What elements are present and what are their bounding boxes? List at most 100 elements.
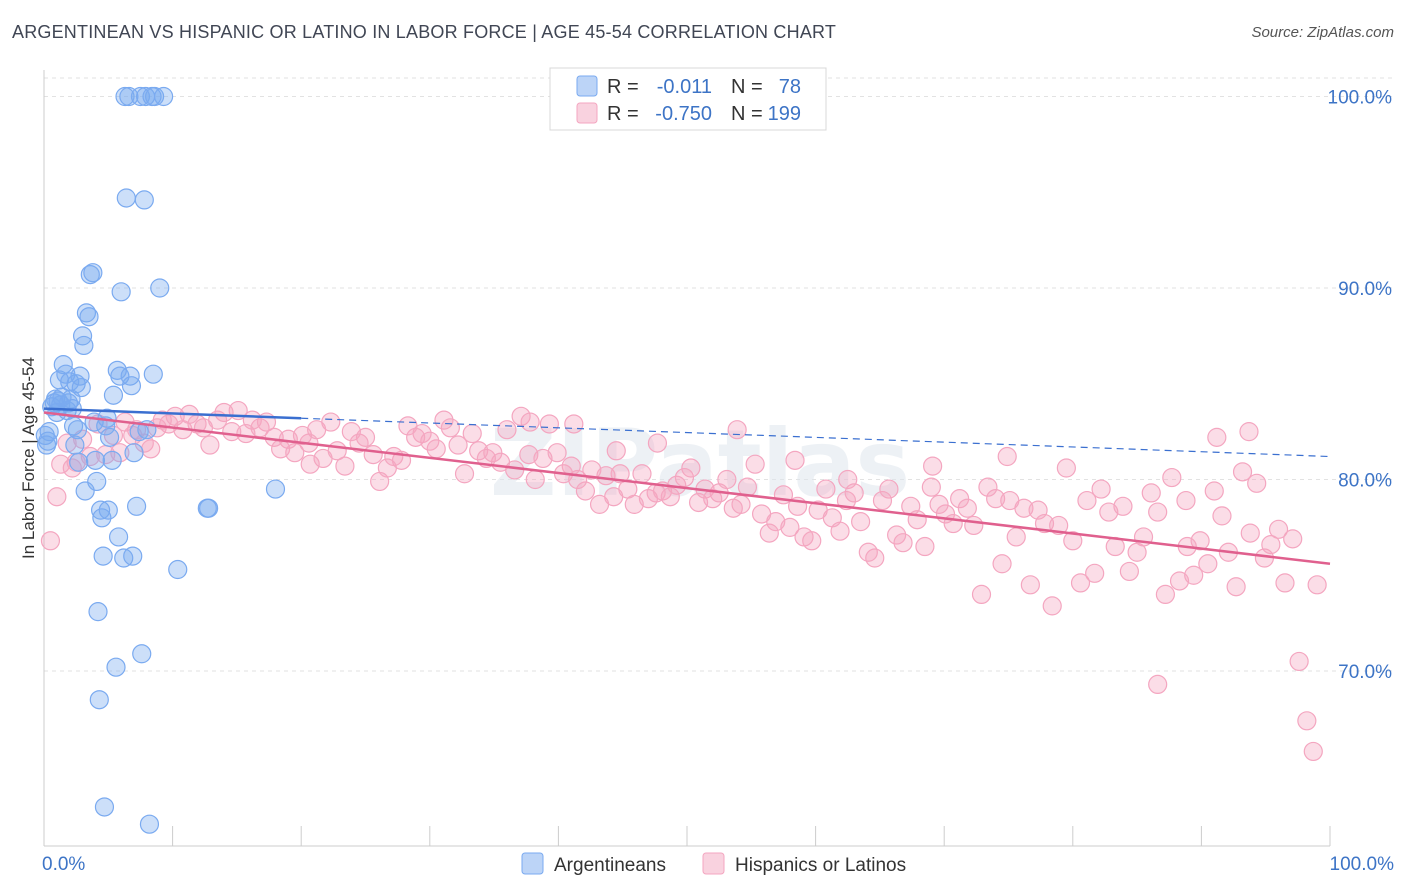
chart-title: ARGENTINEAN VS HISPANIC OR LATINO IN LAB… <box>12 22 837 42</box>
point-1-72 <box>533 448 553 469</box>
point-0-2 <box>39 422 59 442</box>
point-1-137 <box>992 554 1012 574</box>
point-0-34 <box>87 471 107 492</box>
point-0-29 <box>79 307 99 327</box>
point-0-72 <box>153 86 174 107</box>
point-1-187 <box>785 450 805 470</box>
point-1-128 <box>929 494 949 514</box>
stats-legend-n-label-1: N = <box>731 103 763 125</box>
point-0-47 <box>106 657 126 677</box>
point-1-112 <box>816 479 836 499</box>
point-1-85 <box>624 494 644 514</box>
point-1-173 <box>1247 473 1267 493</box>
point-1-126 <box>915 536 935 557</box>
point-0-40 <box>94 797 115 817</box>
point-0-45 <box>102 450 122 470</box>
y-tick-label-0: 100.0% <box>1328 88 1393 109</box>
point-0-25 <box>72 326 93 346</box>
stats-legend-r-value-0: -0.011 <box>657 76 712 98</box>
point-1-136 <box>986 489 1006 509</box>
point-0-35 <box>88 602 108 622</box>
point-1-191 <box>564 414 584 434</box>
point-1-152 <box>1099 502 1119 522</box>
point-1-11 <box>110 443 130 463</box>
y-axis-label: In Labor Force | Age 45-54 <box>19 357 38 559</box>
point-1-86 <box>632 464 652 484</box>
point-1-122 <box>887 525 907 545</box>
point-1-167 <box>1204 481 1224 501</box>
point-0-31 <box>83 263 103 283</box>
point-1-179 <box>1289 651 1309 672</box>
stats-legend-n-value-1: 199 <box>768 103 801 125</box>
point-0-62 <box>130 86 151 107</box>
point-1-60 <box>448 435 468 455</box>
stats-legend-n-label-0: N = <box>731 76 763 98</box>
point-1-83 <box>610 464 630 484</box>
point-1-68 <box>505 460 525 480</box>
stats-legend-swatch-argentineans <box>576 75 598 97</box>
point-1-133 <box>964 515 984 536</box>
point-1-48 <box>363 445 383 465</box>
point-1-148 <box>1070 573 1091 593</box>
y-tick-label-1: 90.0% <box>1338 279 1392 300</box>
y-tick-label-2: 80.0% <box>1338 471 1392 492</box>
point-1-65 <box>483 443 503 463</box>
stats-legend-r-label-1: R = <box>607 103 639 125</box>
point-1-195 <box>997 446 1017 467</box>
point-1-62 <box>462 423 482 444</box>
point-0-22 <box>69 452 89 472</box>
point-1-107 <box>780 517 800 537</box>
point-1-162 <box>1169 571 1190 591</box>
stats-legend: R = -0.011 N = 78 R = -0.750 N = 199 <box>549 67 827 131</box>
point-1-117 <box>851 512 871 532</box>
point-1-27 <box>214 402 234 423</box>
point-1-192 <box>520 412 540 432</box>
point-0-37 <box>90 500 111 520</box>
point-1-98 <box>717 469 737 490</box>
point-1-90 <box>660 487 680 507</box>
point-1-139 <box>1006 527 1026 547</box>
x-tick-label-1: 100.0% <box>1330 854 1395 875</box>
point-1-159 <box>1148 502 1168 522</box>
point-1-154 <box>1113 496 1133 516</box>
point-1-190 <box>606 441 626 461</box>
point-1-25 <box>200 435 220 455</box>
point-1-1 <box>47 487 67 507</box>
trend-line-solid-0 <box>43 407 302 420</box>
point-1-141 <box>1020 575 1040 595</box>
series-legend-swatch-argentineans <box>521 852 544 875</box>
stats-legend-n-value-0: 78 <box>779 76 801 98</box>
stats-legend-swatch-hispanics <box>576 102 598 124</box>
point-0-33 <box>85 450 106 470</box>
point-1-45 <box>341 422 361 442</box>
point-0-24 <box>71 377 91 398</box>
stats-legend-r-label-0: R = <box>607 76 639 98</box>
point-1-123 <box>893 533 913 553</box>
point-1-134 <box>971 584 992 605</box>
point-1-180 <box>1297 711 1317 731</box>
point-1-59 <box>440 418 460 438</box>
point-1-171 <box>1232 462 1253 482</box>
point-1-160 <box>1155 584 1175 605</box>
point-1-119 <box>865 548 885 568</box>
point-0-38 <box>92 508 112 528</box>
point-1-42 <box>321 412 341 432</box>
x-tick-label-0: 0.0% <box>42 854 85 875</box>
point-0-76 <box>265 479 286 499</box>
point-1-115 <box>836 490 857 511</box>
point-1-185 <box>1148 674 1168 695</box>
point-1-140 <box>1014 498 1034 518</box>
point-0-64 <box>134 190 154 210</box>
point-0-59 <box>124 443 144 463</box>
point-1-176 <box>1268 519 1289 539</box>
axes-layer <box>43 70 1331 847</box>
point-0-49 <box>108 527 129 547</box>
point-1-78 <box>575 481 596 501</box>
point-1-175 <box>1261 535 1281 555</box>
point-1-100 <box>731 494 751 514</box>
series-legend-label-argentineans: Argentineans <box>554 855 666 876</box>
point-1-127 <box>921 477 941 497</box>
point-0-58 <box>123 546 143 566</box>
point-0-60 <box>126 496 147 516</box>
